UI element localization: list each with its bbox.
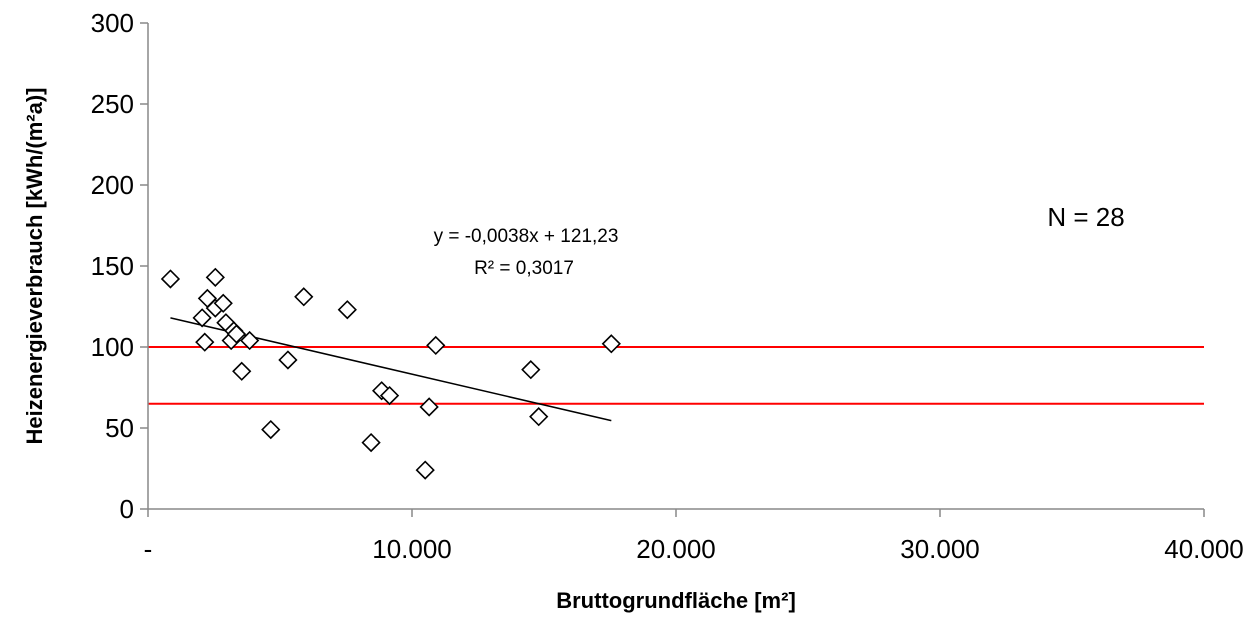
y-axis-title: Heizenergieverbrauch [kWh/(m²a)] <box>22 88 47 445</box>
data-point <box>601 334 621 354</box>
data-point <box>294 287 314 307</box>
y-tick-label: 250 <box>91 89 134 119</box>
data-point <box>195 332 215 352</box>
data-point <box>261 419 281 440</box>
data-point <box>521 360 541 380</box>
data-point <box>379 385 400 406</box>
axes <box>147 23 1204 510</box>
x-tick-label: 30.000 <box>900 534 980 564</box>
data-point <box>213 293 233 313</box>
y-tick-label: 100 <box>91 332 134 362</box>
data-point <box>160 269 181 289</box>
data-point <box>419 397 439 417</box>
data-point <box>426 335 446 356</box>
data-point <box>337 300 357 320</box>
data-point <box>529 407 549 427</box>
data-point <box>361 432 381 453</box>
data-points <box>160 267 621 480</box>
reference-lines <box>148 346 1204 405</box>
x-axis-title: Bruttogrundfläche [m²] <box>556 588 796 613</box>
x-tick-label: - <box>144 534 153 564</box>
r-squared-label: R² = 0,3017 <box>474 258 574 279</box>
x-tick-label: 20.000 <box>636 534 716 564</box>
x-tick-label: 10.000 <box>372 534 452 564</box>
sample-size-label: N = 28 <box>1047 202 1124 232</box>
x-tick-label: 40.000 <box>1164 534 1244 564</box>
data-point <box>205 267 225 287</box>
data-point <box>415 460 435 480</box>
y-tick-label: 300 <box>91 8 134 38</box>
data-point <box>240 330 260 351</box>
data-point <box>226 324 247 344</box>
y-tick-label: 0 <box>120 494 134 524</box>
data-point <box>232 361 252 381</box>
equation-label: y = -0,0038x + 121,23 <box>434 226 619 247</box>
x-axis-ticks: - 10.000 20.000 30.000 40.000 <box>144 509 1244 564</box>
y-tick-label: 150 <box>91 251 134 281</box>
y-tick-label: 50 <box>105 413 134 443</box>
data-point <box>192 308 212 328</box>
data-point <box>278 350 298 370</box>
y-tick-label: 200 <box>91 170 134 200</box>
y-axis-ticks: 0 50 100 150 200 250 300 <box>91 8 148 524</box>
